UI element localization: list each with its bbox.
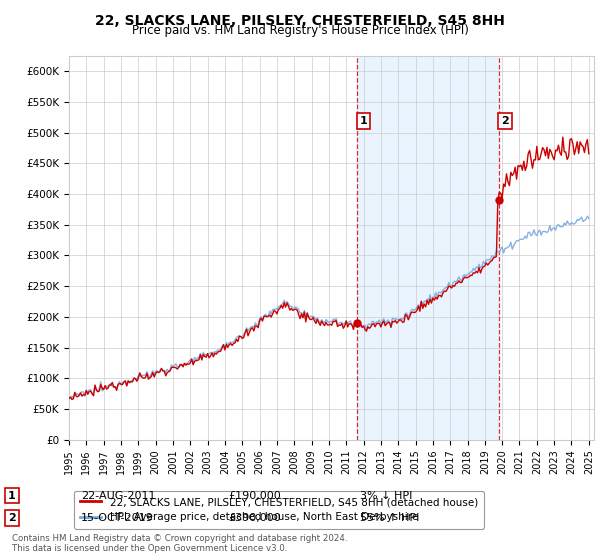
Text: 1: 1 [360, 116, 368, 126]
Text: 2: 2 [501, 116, 509, 126]
Text: £190,000: £190,000 [228, 491, 281, 501]
Text: Price paid vs. HM Land Registry's House Price Index (HPI): Price paid vs. HM Land Registry's House … [131, 24, 469, 37]
Text: 1: 1 [8, 491, 16, 501]
Text: £390,000: £390,000 [228, 513, 281, 523]
Text: 15-OCT-2019: 15-OCT-2019 [81, 513, 154, 523]
Legend: 22, SLACKS LANE, PILSLEY, CHESTERFIELD, S45 8HH (detached house), HPI: Average p: 22, SLACKS LANE, PILSLEY, CHESTERFIELD, … [74, 491, 484, 529]
Bar [358, 56, 499, 440]
Text: 3% ↓ HPI: 3% ↓ HPI [360, 491, 412, 501]
Text: Contains HM Land Registry data © Crown copyright and database right 2024.
This d: Contains HM Land Registry data © Crown c… [12, 534, 347, 553]
Text: 22-AUG-2011: 22-AUG-2011 [81, 491, 155, 501]
Text: 2: 2 [8, 513, 16, 523]
Text: 22, SLACKS LANE, PILSLEY, CHESTERFIELD, S45 8HH: 22, SLACKS LANE, PILSLEY, CHESTERFIELD, … [95, 14, 505, 28]
Text: 55% ↑ HPI: 55% ↑ HPI [360, 513, 419, 523]
